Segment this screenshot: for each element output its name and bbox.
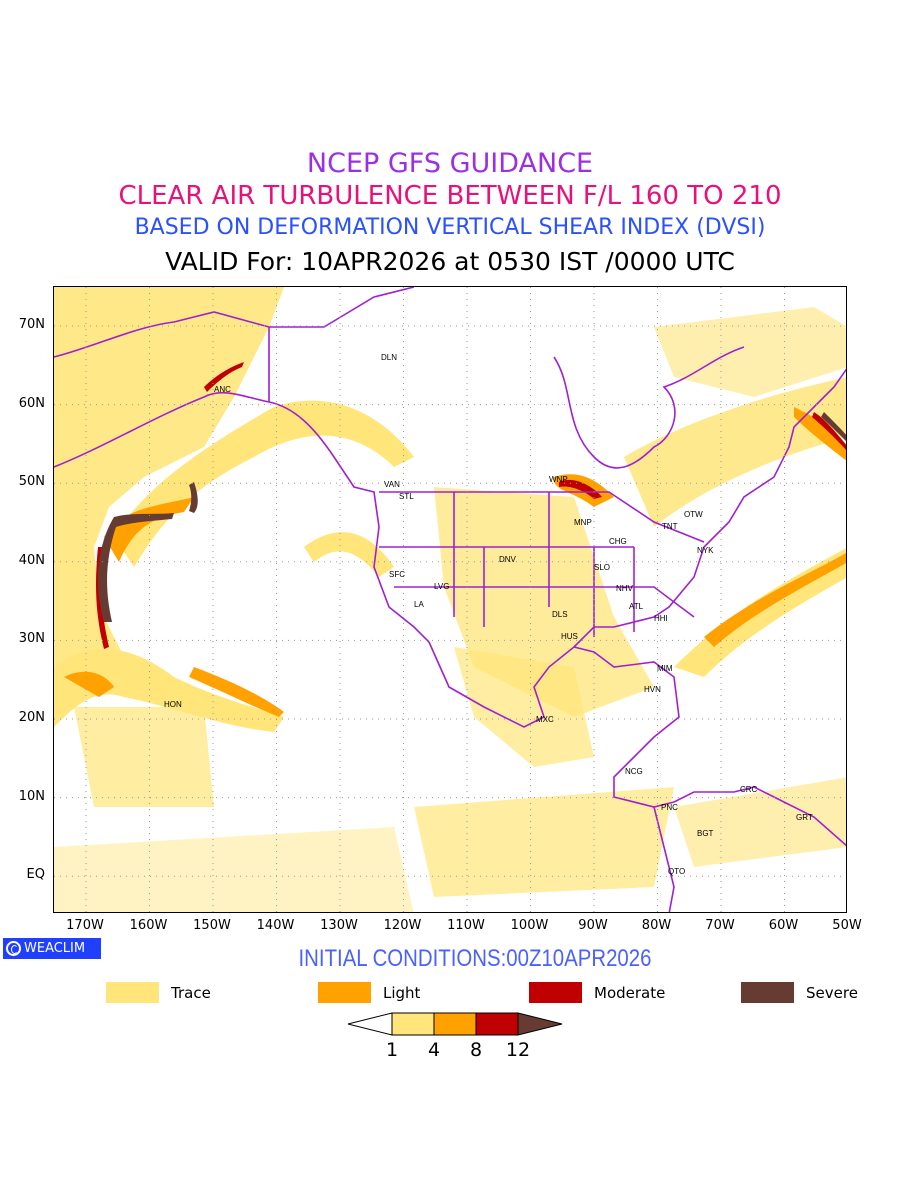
lat-tick-label: EQ [26, 867, 45, 883]
city-label: HUS [561, 632, 578, 641]
city-label: HVN [644, 685, 661, 694]
colorbar-moderate [475, 1012, 519, 1036]
city-label: MNP [574, 518, 592, 527]
city-label: TNT [662, 522, 678, 531]
city-label: NHV [616, 584, 634, 593]
chart-title: NCEP GFS GUIDANCE [306, 148, 594, 179]
graticule [54, 287, 846, 912]
legend-light: Light [318, 982, 420, 1003]
city-label: LA [414, 600, 424, 609]
lon-tick-label: 100W [510, 918, 549, 933]
lon-tick-label: 70W [705, 918, 735, 933]
city-label: DNV [499, 555, 517, 564]
city-label: PNC [661, 803, 678, 812]
colorbar [347, 1012, 563, 1036]
colorbar-tick: 8 [469, 1039, 483, 1061]
city-label: NCG [625, 767, 643, 776]
city-label: SFC [389, 570, 405, 579]
city-label: QTO [668, 867, 685, 876]
city-label: NYK [697, 546, 714, 555]
legend-label: Trace [171, 983, 211, 1002]
lon-tick-label: 170W [66, 918, 104, 933]
city-label: WNP [549, 475, 568, 484]
city-label: STL [399, 492, 414, 501]
city-label: CRC [740, 785, 758, 794]
legend-label: Light [383, 983, 421, 1002]
legend-swatch [741, 982, 794, 1003]
colorbar-severe-arrow [517, 1012, 563, 1036]
city-label: CHG [609, 537, 627, 546]
lon-tick-label: 160W [129, 918, 168, 933]
city-label: SLO [594, 563, 610, 572]
city-label: BGT [697, 829, 714, 838]
chart-method: BASED ON DEFORMATION VERTICAL SHEAR INDE… [134, 215, 766, 240]
lat-tick-label: 10N [18, 788, 45, 804]
colorbar-tick: 12 [505, 1039, 531, 1061]
lon-tick-label: 50W [832, 918, 862, 933]
city-label: MXC [536, 715, 554, 724]
city-label: HON [164, 700, 182, 709]
colorbar-tick: 1 [385, 1039, 399, 1061]
city-labels: DLN ANC VAN STL WNP MNP OTW TNT CHG NYK DNV SLO SFC L… [164, 353, 813, 876]
city-label: MIM [657, 664, 673, 673]
lon-tick-label: 110W [447, 918, 485, 933]
lon-tick-label: 120W [383, 918, 422, 933]
city-label: ATL [629, 602, 644, 611]
legend-label: Moderate [594, 983, 666, 1002]
lat-tick-label: 20N [18, 710, 45, 725]
map-canvas: DLN ANC VAN STL WNP MNP OTW TNT CHG NYK DNV SLO SFC L… [54, 287, 846, 912]
colorbar-tick: 4 [427, 1039, 441, 1061]
lon-tick-label: 150W [193, 918, 231, 933]
lon-tick-label: 130W [320, 918, 358, 933]
turbulence-map: DLN ANC VAN STL WNP MNP OTW TNT CHG NYK DNV SLO SFC L… [53, 286, 847, 913]
city-label: DLN [381, 353, 397, 362]
city-label: ANC [214, 385, 231, 394]
copyright-icon [6, 941, 21, 956]
coastlines-and-borders [54, 287, 846, 912]
city-label: LVG [434, 582, 449, 591]
lon-tick-label: 90W [578, 918, 608, 933]
city-label: VAN [384, 480, 400, 489]
legend-swatch [318, 982, 371, 1003]
chart-subtitle: CLEAR AIR TURBULENCE BETWEEN F/L 160 TO … [118, 181, 782, 211]
colorbar-trace [391, 1012, 435, 1036]
lon-tick-label: 60W [768, 918, 799, 933]
weaclim-logo: WEACLIM [3, 938, 101, 959]
lon-tick-label: 140W [256, 918, 295, 933]
legend-trace: Trace [106, 982, 211, 1003]
lat-tick-label: 30N [18, 631, 45, 647]
legend-moderate: Moderate [529, 982, 665, 1003]
legend-severe: Severe [741, 982, 858, 1003]
lat-tick-label: 50N [18, 474, 45, 490]
city-label: DLS [552, 610, 568, 619]
lat-tick-label: 70N [18, 317, 45, 332]
colorbar-light [433, 1012, 477, 1036]
lat-tick-label: 40N [18, 552, 45, 568]
city-label: GRT [796, 813, 813, 822]
valid-time: VALID For: 10APR2026 at 0530 IST /0000 U… [165, 247, 735, 276]
legend-swatch [106, 982, 159, 1003]
city-label: HHI [654, 614, 668, 623]
initial-conditions: INITIAL CONDITIONS:00Z10APR2026 [298, 945, 652, 972]
legend-swatch [529, 982, 582, 1003]
logo-text: WEACLIM [24, 941, 86, 956]
lat-tick-label: 60N [18, 395, 45, 411]
colorbar-under-arrow [347, 1012, 393, 1036]
turbulence-shading [54, 287, 846, 912]
legend-label: Severe [806, 983, 858, 1002]
lon-tick-label: 80W [641, 918, 672, 933]
city-label: OTW [684, 510, 703, 519]
